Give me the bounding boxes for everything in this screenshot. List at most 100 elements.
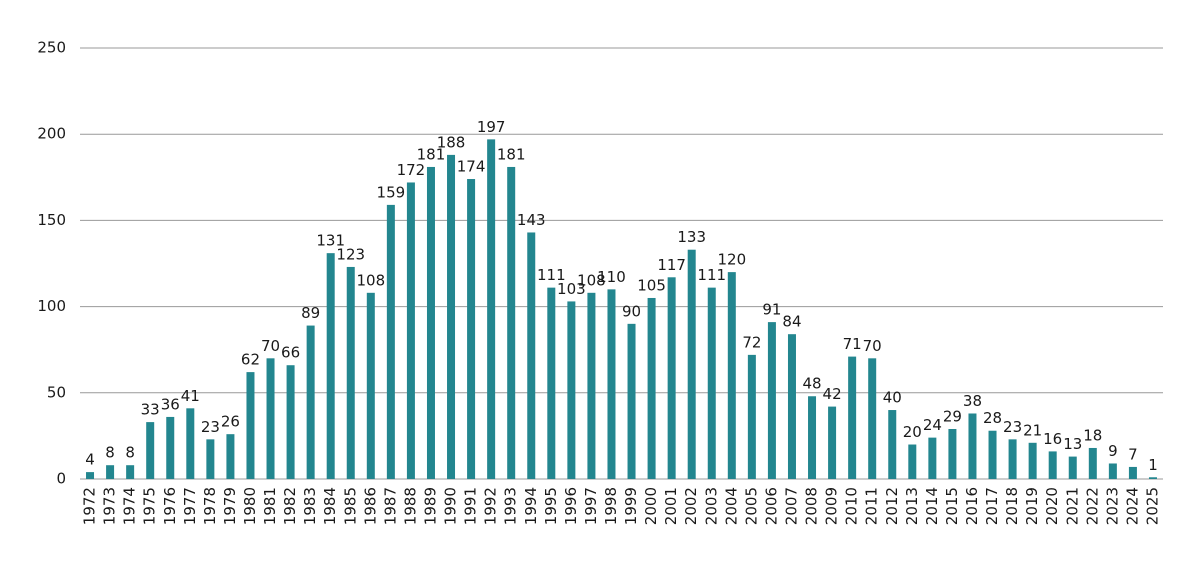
data-label: 174 <box>457 158 486 176</box>
x-tick-label: 2014 <box>923 487 941 525</box>
x-tick-label: 1979 <box>221 487 239 525</box>
x-tick-label: 2004 <box>722 487 740 525</box>
x-tick-label: 2022 <box>1083 487 1101 525</box>
x-tick-label: 1992 <box>482 487 500 525</box>
data-label: 143 <box>517 211 546 229</box>
data-label: 108 <box>356 271 385 289</box>
bar <box>346 266 355 479</box>
bar <box>1068 456 1077 479</box>
bar <box>1048 451 1057 479</box>
bar <box>166 416 175 479</box>
x-tick-label: 2018 <box>1003 487 1021 525</box>
data-label: 21 <box>1023 421 1042 439</box>
x-tick-label: 2024 <box>1123 487 1141 525</box>
data-label: 66 <box>281 344 300 362</box>
x-tick-label: 1975 <box>141 487 159 525</box>
data-label: 7 <box>1128 445 1138 463</box>
bar <box>808 396 817 479</box>
bar <box>467 179 476 480</box>
x-tick-label: 1984 <box>321 487 339 525</box>
data-label: 13 <box>1063 435 1082 453</box>
x-tick-label: 1983 <box>301 487 319 525</box>
x-tick-label: 1988 <box>401 487 419 525</box>
bar <box>326 253 335 479</box>
bar <box>908 444 917 479</box>
x-tick-label: 2023 <box>1103 487 1121 525</box>
x-tick-label: 1993 <box>502 487 520 525</box>
y-tick-label: 150 <box>37 211 66 229</box>
x-tick-label: 1980 <box>241 487 259 525</box>
data-label: 120 <box>717 251 746 269</box>
bar <box>206 439 215 479</box>
bar <box>988 430 997 479</box>
x-tick-label: 1990 <box>442 487 460 525</box>
x-tick-label: 2015 <box>943 487 961 525</box>
x-tick-label: 2025 <box>1143 487 1161 525</box>
data-label: 16 <box>1043 430 1062 448</box>
bar <box>1108 463 1117 479</box>
x-tick-label: 2013 <box>903 487 921 525</box>
data-label: 111 <box>697 266 726 284</box>
data-label: 181 <box>417 145 446 163</box>
y-tick-label: 250 <box>37 39 66 57</box>
bar <box>627 323 636 479</box>
x-tick-label: 1997 <box>582 487 600 525</box>
data-label: 159 <box>377 183 406 201</box>
data-label: 41 <box>181 387 200 405</box>
x-tick-label: 2003 <box>702 487 720 525</box>
bar <box>426 166 435 479</box>
x-tick-label: 1991 <box>462 487 480 525</box>
data-label: 84 <box>782 313 801 331</box>
bar <box>707 287 716 479</box>
x-tick-label: 1978 <box>201 487 219 525</box>
bar <box>647 297 656 479</box>
data-label: 1 <box>1148 456 1158 474</box>
x-tick-label: 2005 <box>742 487 760 525</box>
x-tick-label: 1994 <box>522 487 540 525</box>
bar <box>527 232 536 479</box>
data-label: 8 <box>125 444 135 462</box>
bar <box>1028 442 1037 479</box>
x-tick-label: 1995 <box>542 487 560 525</box>
data-label: 23 <box>201 418 220 436</box>
data-label: 40 <box>883 389 902 407</box>
data-label: 103 <box>557 280 586 298</box>
data-label: 188 <box>437 133 466 151</box>
bar <box>868 358 877 479</box>
data-label: 70 <box>863 337 882 355</box>
x-tick-label: 2002 <box>682 487 700 525</box>
y-tick-label: 0 <box>56 470 66 488</box>
data-label: 24 <box>923 416 942 434</box>
data-label: 4 <box>85 451 95 469</box>
x-tick-label: 2019 <box>1023 487 1041 525</box>
x-tick-label: 2020 <box>1043 487 1061 525</box>
y-tick-label: 200 <box>37 125 66 143</box>
y-tick-label: 50 <box>47 383 66 401</box>
x-tick-label: 2011 <box>863 487 881 525</box>
bar <box>246 372 255 479</box>
bar <box>306 325 315 479</box>
x-tick-label: 2016 <box>963 487 981 525</box>
x-tick-label: 2009 <box>823 487 841 525</box>
data-label: 117 <box>657 256 686 274</box>
bar <box>487 139 496 479</box>
x-tick-label: 2008 <box>803 487 821 525</box>
x-tick-label: 1974 <box>121 487 139 525</box>
bar <box>828 406 837 479</box>
bar <box>968 413 977 479</box>
x-tick-label: 1972 <box>81 487 99 525</box>
x-tick-label: 1977 <box>181 487 199 525</box>
data-label: 38 <box>963 392 982 410</box>
data-label: 197 <box>477 118 506 136</box>
x-tick-label: 1982 <box>281 487 299 525</box>
data-label: 111 <box>537 266 566 284</box>
bar <box>366 292 375 479</box>
bar <box>747 354 756 479</box>
x-tick-label: 2010 <box>843 487 861 525</box>
x-tick-label: 1987 <box>381 487 399 525</box>
bar <box>547 287 556 479</box>
bar <box>266 358 275 479</box>
data-label: 23 <box>1003 418 1022 436</box>
x-tick-label: 1999 <box>622 487 640 525</box>
x-tick-label: 1973 <box>101 487 119 525</box>
